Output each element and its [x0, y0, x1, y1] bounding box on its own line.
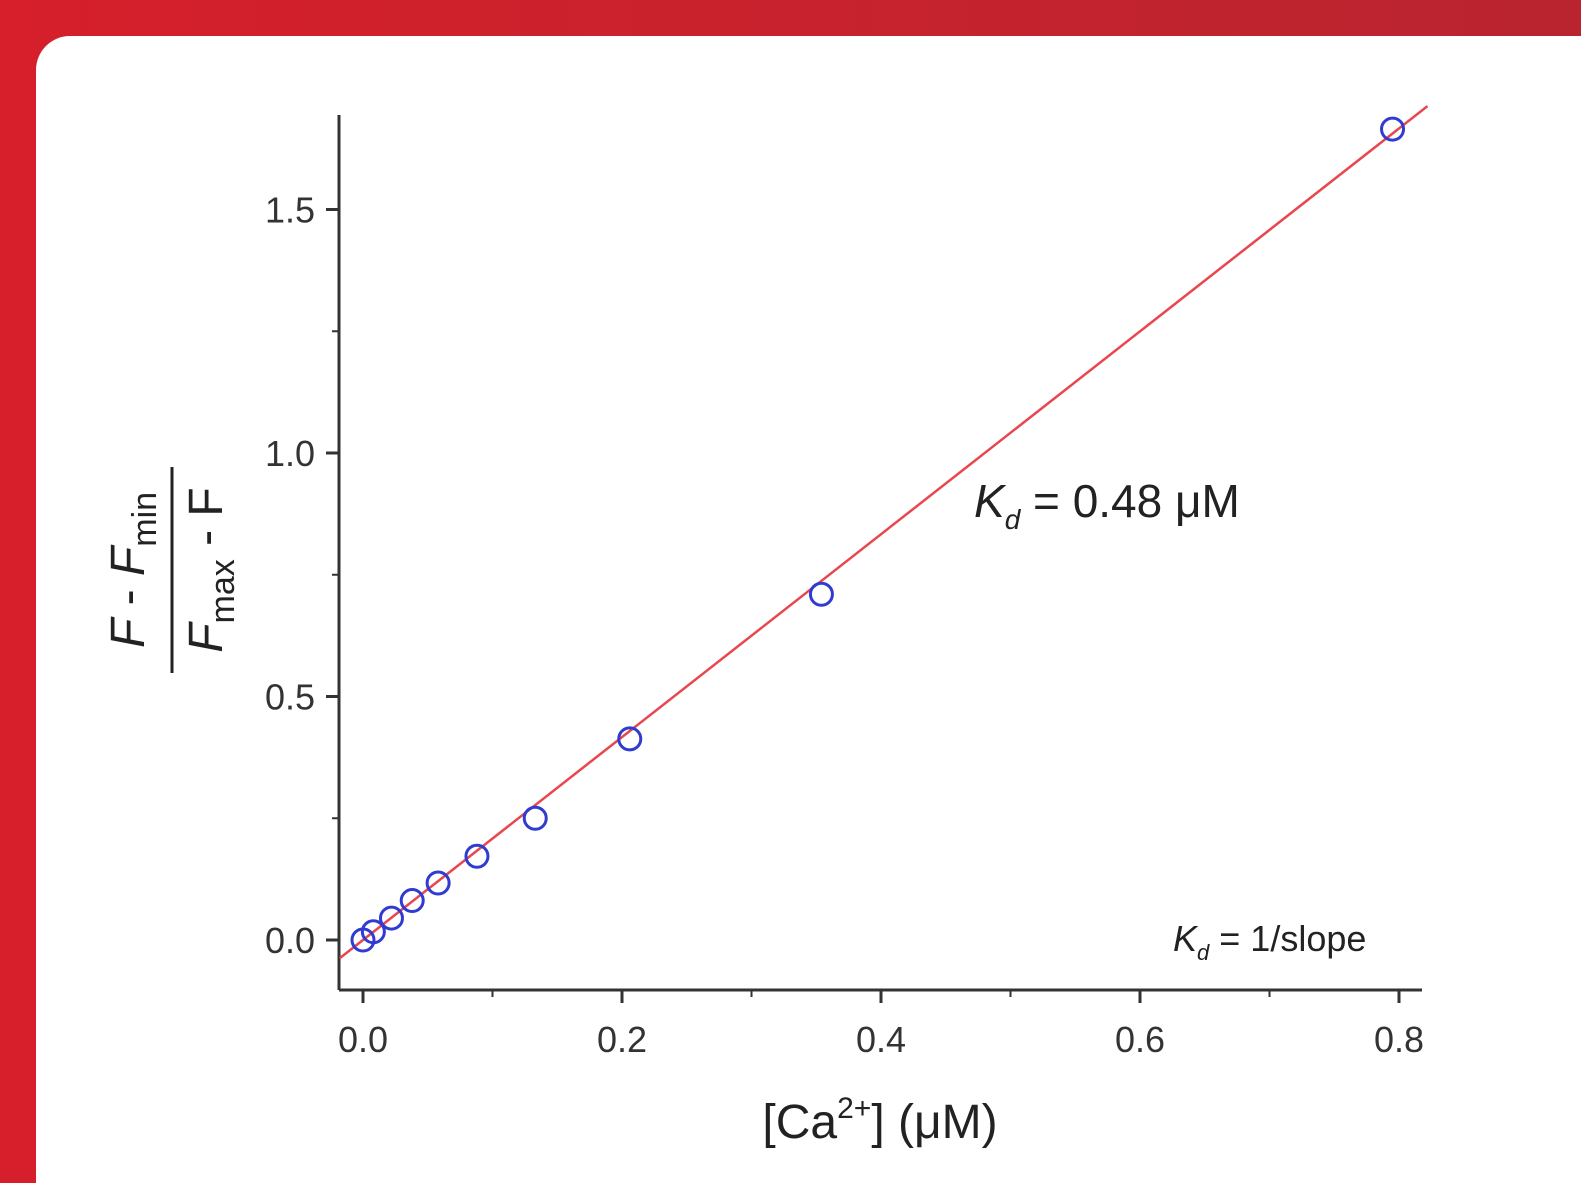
x-tick-label: 0.8: [1374, 1019, 1424, 1060]
y-tick-label: 1.5: [265, 190, 315, 231]
ticks: [326, 208, 1401, 1003]
x-tick-label: 0.4: [856, 1019, 906, 1060]
data-point: [464, 843, 490, 869]
data-point: [522, 805, 548, 831]
y-axis-title: F - Fmin Fmax - F: [102, 467, 242, 673]
figure-panel: [36, 36, 1581, 1183]
y-axis-numerator: F - Fmin: [102, 492, 164, 648]
fit-line: [338, 105, 1429, 960]
kd-value-annotation: Kd = 0.48 μM: [974, 475, 1240, 535]
data-point: [617, 726, 643, 752]
y-tick-label: 0.0: [265, 920, 315, 961]
x-tick-label: 0.0: [338, 1019, 388, 1060]
y-tick-label: 1.0: [265, 433, 315, 474]
data-point: [425, 870, 451, 896]
x-tick-label: 0.2: [597, 1019, 647, 1060]
x-axis-title: [Ca2+] (μM): [762, 1092, 997, 1149]
y-axis-denominator: Fmax - F: [180, 487, 242, 653]
y-tick-label: 0.5: [265, 677, 315, 718]
kd-formula-annotation: Kd = 1/slope: [1173, 918, 1366, 965]
data-points: [350, 116, 1406, 953]
data-point: [378, 905, 404, 931]
x-tick-label: 0.6: [1115, 1019, 1165, 1060]
data-point: [399, 888, 425, 914]
axes: [337, 115, 1422, 992]
tick-labels: 0.0 0.2 0.4 0.6 0.8 0.0 0.5 1.0 1.5: [265, 190, 1424, 1061]
data-point: [808, 581, 834, 607]
data-point: [360, 919, 386, 945]
data-point: [1380, 116, 1406, 142]
